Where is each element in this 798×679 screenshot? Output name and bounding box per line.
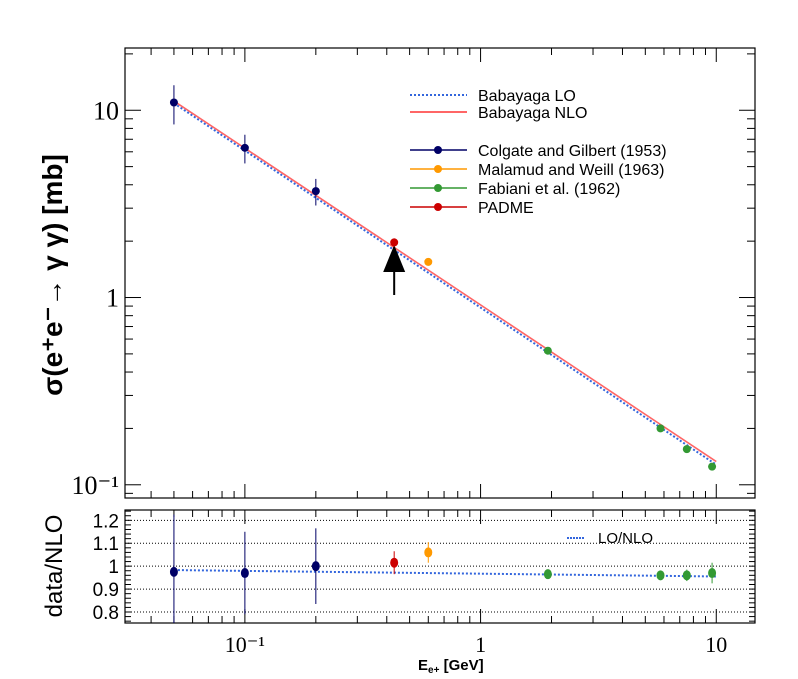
data-point [543,346,552,355]
x-tick-label: 1 [475,632,486,657]
legend-label: PADME [478,200,534,217]
x-axis-title: Ee+ [GeV] [418,657,484,674]
theory-line-babayaga-lo [173,102,717,466]
x-axis-title-sub: e+ [428,665,440,674]
data-point [169,98,178,107]
legend-marker [434,203,442,211]
y-tick-label: 1 [108,557,119,578]
ratio-point [311,561,320,572]
legend-marker [434,165,442,173]
y-tick-label: 0.9 [93,580,119,601]
data-point [311,187,320,196]
ratio-point [390,557,399,568]
x-tick-label: 10⁻¹ [225,632,265,657]
ratio-point [543,569,552,580]
ratio-point [708,568,717,579]
y-tick-label: 0.8 [93,603,119,624]
data-point [656,424,665,433]
data-point [708,462,717,471]
top-frame [124,47,756,499]
ratio-point [169,566,178,577]
ratio-point [656,570,665,581]
y-tick-label: 10 [93,96,119,125]
x-axis-title-unit: [GeV] [439,657,483,674]
legend-label: Colgate and Gilbert (1953) [478,143,667,160]
legend-label: Babayaga LO [478,88,576,105]
y-tick-label: 1 [106,284,119,313]
data-point [390,238,399,247]
x-axis-title-main: E [418,657,428,674]
y-tick-label: 1.1 [93,534,119,555]
data-point [424,257,433,266]
legend-label: Malamud and Weill (1963) [478,162,664,179]
legend-marker [434,184,442,192]
theory-line-babayaga-nlo [173,100,717,463]
y-tick-label: 10⁻¹ [71,471,119,500]
x-tick-label: 10 [705,632,727,657]
data-point [682,445,691,454]
arrow-head [383,245,406,272]
y-axis-title-bottom: data/NLO [41,515,68,618]
ratio-point [682,570,691,581]
y-axis-title-top: σ(e⁺e⁻→ γ γ) [mb] [37,154,68,396]
legend-label: Fabiani et al. (1962) [478,181,620,198]
legend-marker [434,146,442,154]
data-point [240,143,249,152]
ratio-point [424,547,433,558]
legend-label: Babayaga NLO [478,105,587,122]
y-tick-label: 1.2 [93,511,119,532]
ratio-curve [173,569,717,578]
legend-label: LO/NLO [598,530,653,547]
ratio-point [240,568,249,579]
